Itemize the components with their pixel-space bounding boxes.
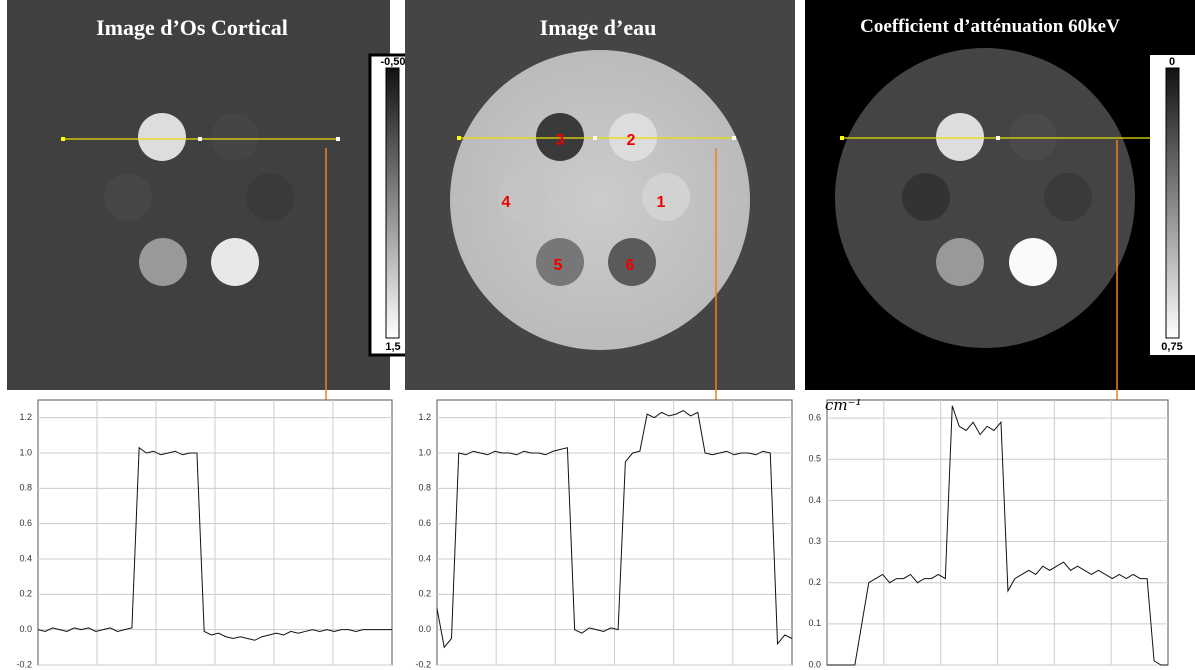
image-panel: Coefficient d’atténuation 60keV 0 0,75 <box>805 0 1195 390</box>
profile-line <box>827 405 1168 666</box>
y-tick-label: 0.6 <box>418 518 431 528</box>
insert-label: 3 <box>556 132 565 149</box>
image-title: Image d’eau <box>540 15 657 40</box>
y-tick-label: 0.2 <box>418 589 431 599</box>
image-panel: Image d’Os Cortical -0,50 1,5 <box>7 0 418 390</box>
y-tick-label: 0.0 <box>808 659 821 669</box>
y-tick-label: 0.0 <box>19 624 32 634</box>
colorbar-label: -0,50 <box>380 56 405 68</box>
insert-label: 5 <box>554 257 563 274</box>
y-tick-label: -0.2 <box>16 659 32 669</box>
image-title: Image d’Os Cortical <box>96 15 288 40</box>
insert-label: 1 <box>657 194 666 211</box>
insert-label: 6 <box>626 257 635 274</box>
y-tick-label: 0.4 <box>808 495 821 505</box>
y-tick-label: 0.3 <box>808 536 821 546</box>
y-tick-label: 0.4 <box>418 553 431 563</box>
colorbar-label: 0 <box>1169 56 1175 68</box>
y-tick-label: 1.0 <box>19 447 32 457</box>
profile-line <box>37 446 392 641</box>
y-tick-label: 1.0 <box>418 447 431 457</box>
y-tick-label: 0.5 <box>808 454 821 464</box>
colorbar-label: 1,5 <box>385 341 400 353</box>
image-panel: Image d’eau 1 2 3 4 5 6 <box>405 0 795 390</box>
y-tick-label: 0.8 <box>19 483 32 493</box>
y-tick-label: 0.0 <box>418 624 431 634</box>
y-tick-label: 0.8 <box>418 483 431 493</box>
profile-line <box>436 410 793 649</box>
insert-label: 2 <box>627 132 636 149</box>
y-tick-label: 0.2 <box>808 577 821 587</box>
image-title: Coefficient d’atténuation 60keV <box>860 16 1120 37</box>
y-tick-label: 0.1 <box>808 618 821 628</box>
y-tick-label: 1.2 <box>19 412 32 422</box>
y-tick-label: 0.6 <box>808 412 821 422</box>
y-tick-label: -0.2 <box>415 659 431 669</box>
colorbar-label: 0,75 <box>1161 341 1182 353</box>
y-tick-label: 0.2 <box>19 589 32 599</box>
y-tick-label: 0.6 <box>19 518 32 528</box>
y-tick-label: 0.4 <box>19 553 32 563</box>
y-axis-label: cm⁻¹ <box>825 396 862 414</box>
y-tick-label: 1.2 <box>418 412 431 422</box>
insert-label: 4 <box>502 194 511 211</box>
